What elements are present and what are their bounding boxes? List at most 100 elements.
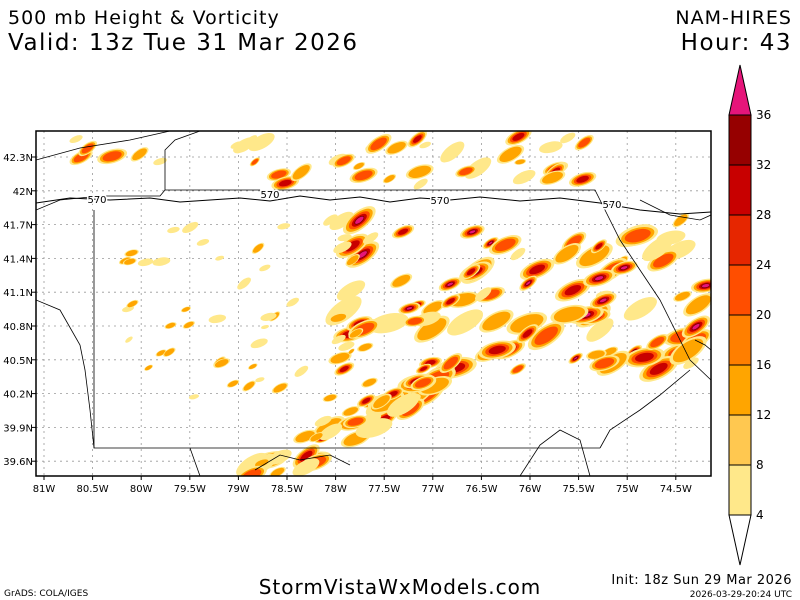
vorticity-blob <box>564 285 582 296</box>
vorticity-blob <box>579 245 610 267</box>
vorticity-blob <box>167 226 180 234</box>
vorticity-blob <box>336 280 366 301</box>
vorticity-blob <box>215 255 225 261</box>
vorticity-blob <box>259 264 271 272</box>
vorticity-blob <box>594 358 615 369</box>
height-contour <box>36 195 711 215</box>
vorticity-blob <box>459 167 473 176</box>
vorticity-blob <box>165 322 176 329</box>
vorticity-blob <box>599 297 608 303</box>
vorticity-blob <box>522 329 533 338</box>
vorticity-blob <box>324 394 337 402</box>
contour-label: 570 <box>602 200 621 211</box>
color-swatch <box>728 464 752 516</box>
vorticity-blob <box>649 362 668 375</box>
color-swatch <box>728 364 752 416</box>
vorticity-blob <box>333 241 352 254</box>
vorticity-blob <box>620 265 629 270</box>
vorticity-blob <box>408 165 432 178</box>
vorticity-blob <box>594 275 604 281</box>
vorticity-blob <box>494 238 516 252</box>
vorticity-blob <box>277 223 291 230</box>
vorticity-blob <box>406 306 413 311</box>
colorbar-label: 16 <box>756 358 771 372</box>
colorbar-label: 12 <box>756 408 771 422</box>
vorticity-blob <box>250 479 268 491</box>
lon-label: 75.5W <box>563 484 595 495</box>
vorticity-blob <box>447 309 484 336</box>
vorticity-blob <box>271 170 287 179</box>
lat-label: 40.5N <box>3 356 33 367</box>
vorticity-blob <box>196 239 210 246</box>
vorticity-blob <box>466 268 476 276</box>
under-triangle <box>728 514 752 566</box>
vorticity-blob <box>624 228 651 243</box>
vorticity-blob <box>237 277 251 290</box>
vorticity-blob <box>349 329 362 338</box>
vorticity-blob <box>314 415 332 427</box>
vorticity-blob <box>512 365 523 373</box>
colorbar-label: 24 <box>756 258 771 272</box>
vorticity-blob <box>499 146 522 163</box>
init-time: Init: 18z Sun 29 Mar 2026 <box>611 573 792 588</box>
vorticity-blob <box>482 311 511 331</box>
vorticity-blob <box>241 469 262 476</box>
vorticity-blob <box>363 232 379 245</box>
vorticity-blob <box>102 151 122 162</box>
vorticity-blob <box>250 338 268 349</box>
color-swatch <box>728 214 752 266</box>
contour-label: 570 <box>87 195 106 206</box>
vorticity-blob <box>286 297 299 307</box>
vorticity-blob <box>348 349 355 354</box>
vorticity-blob <box>510 247 526 261</box>
lon-label: 75W <box>616 484 639 495</box>
vorticity-blob <box>295 430 315 443</box>
vorticity-blob <box>539 141 563 154</box>
vorticity-blob <box>358 343 372 351</box>
vorticity-blob <box>323 214 338 226</box>
lon-label: 80W <box>130 484 153 495</box>
vorticity-blob <box>573 356 578 361</box>
vorticity-blob <box>255 459 269 467</box>
vorticity-blob <box>248 132 275 152</box>
vorticity-blob <box>512 132 525 141</box>
vorticity-blob <box>468 229 477 235</box>
model-name: NAM-HIRES <box>675 7 792 29</box>
vorticity-blob <box>353 162 365 170</box>
vorticity-blob <box>525 280 532 286</box>
vorticity-blob <box>701 283 711 289</box>
vorticity-blob <box>623 296 657 321</box>
lon-label: 80.5W <box>77 484 109 495</box>
lat-label: 39.9N <box>3 423 33 434</box>
vorticity-blob <box>635 352 654 362</box>
lat-label: 42.3N <box>3 153 33 164</box>
vorticity-blob <box>319 423 343 441</box>
vorticity-blob <box>488 241 494 246</box>
vorticity-blob <box>336 156 351 166</box>
contour-labels: 570 570 570 570 <box>86 189 623 213</box>
colorbar-label: 36 <box>756 108 771 122</box>
vorticity-blob <box>446 298 455 305</box>
vorticity-blob <box>443 356 459 370</box>
contour-label: 570 <box>430 196 449 207</box>
vorticity-blob <box>338 341 355 351</box>
vorticity-blob <box>354 215 365 225</box>
vorticity-blob <box>362 397 371 404</box>
vorticity-blob <box>69 135 83 144</box>
vorticity-blob <box>330 352 350 364</box>
vorticity-blob <box>255 482 263 488</box>
map-frame <box>35 130 712 477</box>
title: 500 mb Height & Vorticity <box>8 7 280 29</box>
vorticity-blob <box>362 378 377 387</box>
vorticity-blob <box>683 357 699 369</box>
vorticity-blob <box>423 301 443 315</box>
vorticity-blob <box>260 312 277 321</box>
vorticity-blob <box>398 228 409 235</box>
lon-label: 77.5W <box>368 484 400 495</box>
vorticity-blob <box>181 307 191 312</box>
vorticity-blob <box>672 338 704 363</box>
vorticity-blob <box>292 458 320 476</box>
lon-label: 77W <box>421 484 444 495</box>
vorticity-blob <box>183 321 194 328</box>
